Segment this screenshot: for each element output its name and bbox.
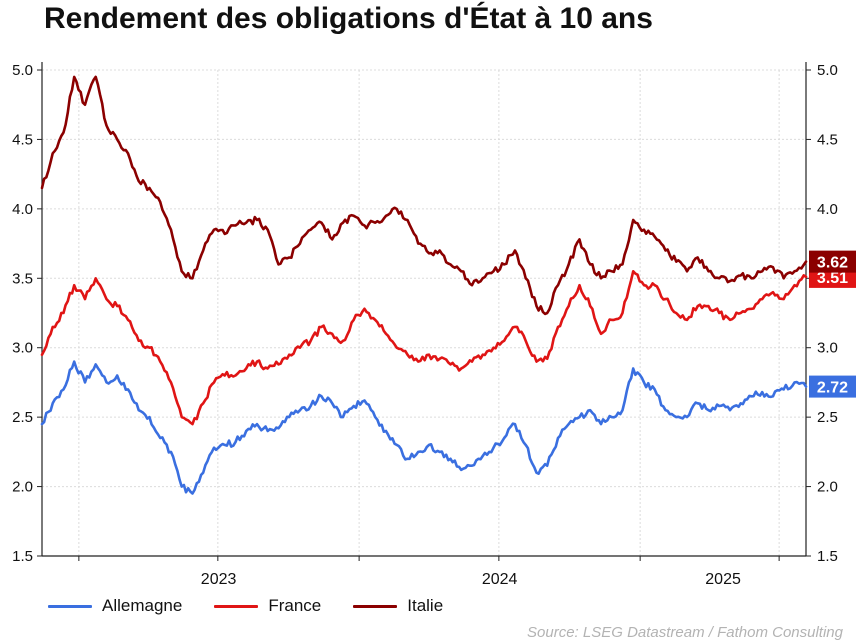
y-tick-label-right-2.0: 2.0 bbox=[817, 479, 838, 496]
y-tick-label-right-5.0: 5.0 bbox=[817, 62, 838, 79]
legend-swatch-france bbox=[214, 604, 259, 608]
y-tick-label-left-3.0: 3.0 bbox=[12, 340, 33, 357]
series-line-allemagne bbox=[40, 360, 808, 495]
source-note: Source: LSEG Datastream / Fathom Consult… bbox=[527, 624, 843, 641]
legend-swatch-italie bbox=[353, 604, 398, 608]
series-lines bbox=[40, 75, 808, 495]
series-line-france bbox=[40, 270, 808, 426]
legend: Allemagne France Italie bbox=[48, 596, 475, 616]
legend-label-allemagne: Allemagne bbox=[102, 596, 183, 615]
end-label-bg-allemagne bbox=[809, 375, 856, 398]
y-tick-label-left-2.5: 2.5 bbox=[12, 409, 33, 426]
x-tick-label-2024: 2024 bbox=[482, 571, 518, 588]
legend-item-allemagne[interactable]: Allemagne bbox=[48, 596, 182, 616]
y-tick-label-right-1.5: 1.5 bbox=[817, 548, 838, 565]
end-label-france: 3.51 bbox=[817, 270, 848, 287]
y-tick-label-left-4.5: 4.5 bbox=[12, 131, 33, 148]
legend-item-france[interactable]: France bbox=[214, 596, 321, 616]
legend-label-italie: Italie bbox=[407, 596, 444, 615]
legend-label-france: France bbox=[268, 596, 322, 615]
end-label-italie: 3.62 bbox=[817, 255, 848, 272]
y-tick-label-right-4.0: 4.0 bbox=[817, 201, 838, 218]
legend-item-italie[interactable]: Italie bbox=[353, 596, 443, 616]
series-line-italie bbox=[40, 75, 808, 316]
y-tick-label-right-3.0: 3.0 bbox=[817, 340, 838, 357]
y-tick-label-left-2.0: 2.0 bbox=[12, 479, 33, 496]
end-label-bg-italie bbox=[809, 250, 856, 273]
y-tick-label-right-2.5: 2.5 bbox=[817, 409, 838, 426]
x-tick-label-2023: 2023 bbox=[201, 571, 237, 588]
axes: 1.51.52.02.02.52.53.03.03.53.54.04.04.54… bbox=[12, 62, 838, 588]
y-tick-label-left-4.0: 4.0 bbox=[12, 201, 33, 218]
y-tick-label-left-5.0: 5.0 bbox=[12, 62, 33, 79]
chart-title: Rendement des obligations d'État à 10 an… bbox=[44, 2, 653, 35]
end-label-allemagne: 2.72 bbox=[817, 380, 848, 397]
x-tick-label-2025: 2025 bbox=[705, 571, 741, 588]
end-value-labels: 2.72 3.513.62 bbox=[809, 250, 856, 398]
legend-swatch-allemagne bbox=[48, 604, 92, 608]
y-tick-label-right-4.5: 4.5 bbox=[817, 131, 838, 148]
y-tick-label-left-3.5: 3.5 bbox=[12, 270, 33, 287]
y-tick-label-left-1.5: 1.5 bbox=[12, 548, 33, 565]
